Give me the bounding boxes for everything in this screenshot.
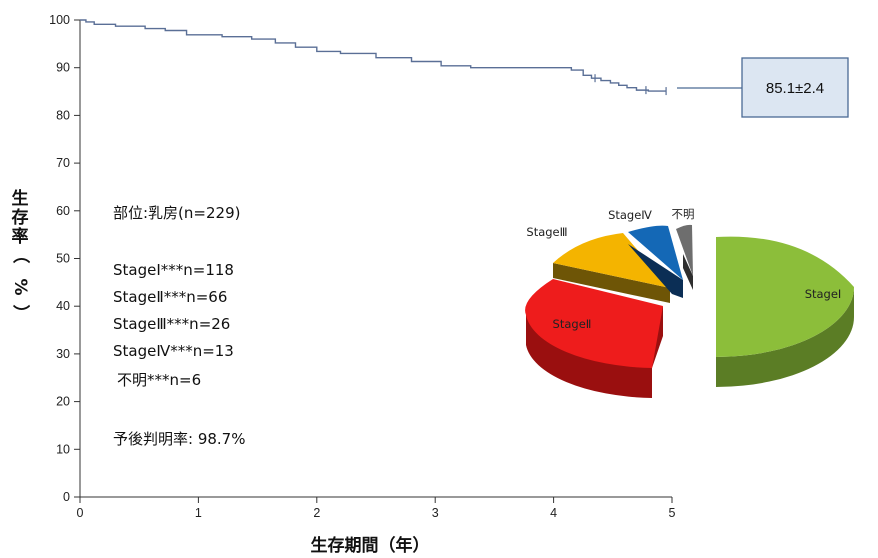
y-tick-label: 0 [63, 490, 70, 504]
info-stage1: StageⅠ***n=118 [113, 261, 234, 279]
y-axis-title-char: （ [10, 247, 31, 264]
pie-slice-stage4-side [628, 244, 683, 298]
pie-slice-stage2 [525, 279, 663, 368]
y-tick-label: 40 [56, 299, 70, 313]
x-axis-ticks: 0 1 2 3 4 5 [77, 497, 676, 520]
y-axis-title: 生 存 率 （ % ） [10, 188, 31, 322]
survival-curve [80, 19, 667, 92]
y-tick-label: 50 [56, 252, 70, 266]
callout-box [741, 57, 849, 118]
y-tick-label: 10 [56, 442, 70, 456]
y-tick-label: 90 [56, 61, 70, 75]
stage-pie-chart: StageⅠ StageⅡ StageⅢ StageⅣ 不明 [525, 207, 854, 398]
y-axis-ticks: 0 10 20 30 40 50 60 70 80 90 100 [49, 13, 80, 504]
x-tick-label: 0 [77, 506, 84, 520]
pie-slice-unknown-side [683, 254, 693, 290]
pie-slice-stage3-side [553, 263, 670, 303]
y-axis-title-char: 存 [12, 207, 29, 228]
pie-slice-unknown [676, 224, 693, 276]
callout-value: 85.1±2.4 [766, 80, 824, 97]
pie-slice-stage3 [553, 233, 670, 288]
y-tick-label: 30 [56, 347, 70, 361]
x-tick-label: 3 [432, 506, 439, 520]
info-block: 部位:乳房(n=229) StageⅠ***n=118 StageⅡ***n=6… [113, 204, 245, 448]
info-rate: 予後判明率: 98.7% [113, 430, 245, 448]
info-site: 部位:乳房(n=229) [113, 204, 240, 222]
y-tick-label: 80 [56, 108, 70, 122]
pie-label-unknown: 不明 [672, 207, 695, 221]
x-tick-label: 4 [550, 506, 557, 520]
pie-label-stage1: StageⅠ [805, 287, 842, 301]
x-tick-label: 5 [669, 506, 676, 520]
y-axis-title-char: ） [10, 305, 31, 322]
info-stage2: StageⅡ***n=66 [113, 288, 227, 306]
y-axis-title-char: 生 [12, 188, 29, 209]
info-stage3: StageⅢ***n=26 [113, 315, 230, 333]
pie-slice-stage4 [628, 225, 683, 280]
x-tick-label: 2 [313, 506, 320, 520]
y-axis-title-char: % [10, 278, 30, 295]
y-axis-title-char: 率 [12, 226, 29, 247]
pie-label-stage3: StageⅢ [526, 225, 567, 239]
y-tick-label: 60 [56, 204, 70, 218]
pie-label-stage2: StageⅡ [553, 317, 592, 331]
censor-marks [594, 74, 667, 96]
y-tick-label: 100 [49, 13, 70, 27]
y-tick-label: 20 [56, 395, 70, 409]
x-tick-label: 1 [195, 506, 202, 520]
y-tick-label: 70 [56, 156, 70, 170]
pie-slice-stage1 [716, 236, 854, 357]
info-stage4: StageⅣ***n=13 [113, 342, 234, 360]
pie-slice-stage1-side [716, 287, 854, 387]
x-axis-title: 生存期間（年） [311, 535, 430, 556]
pie-label-stage4: StageⅣ [608, 208, 652, 222]
info-unknown: 不明***n=6 [117, 371, 201, 389]
